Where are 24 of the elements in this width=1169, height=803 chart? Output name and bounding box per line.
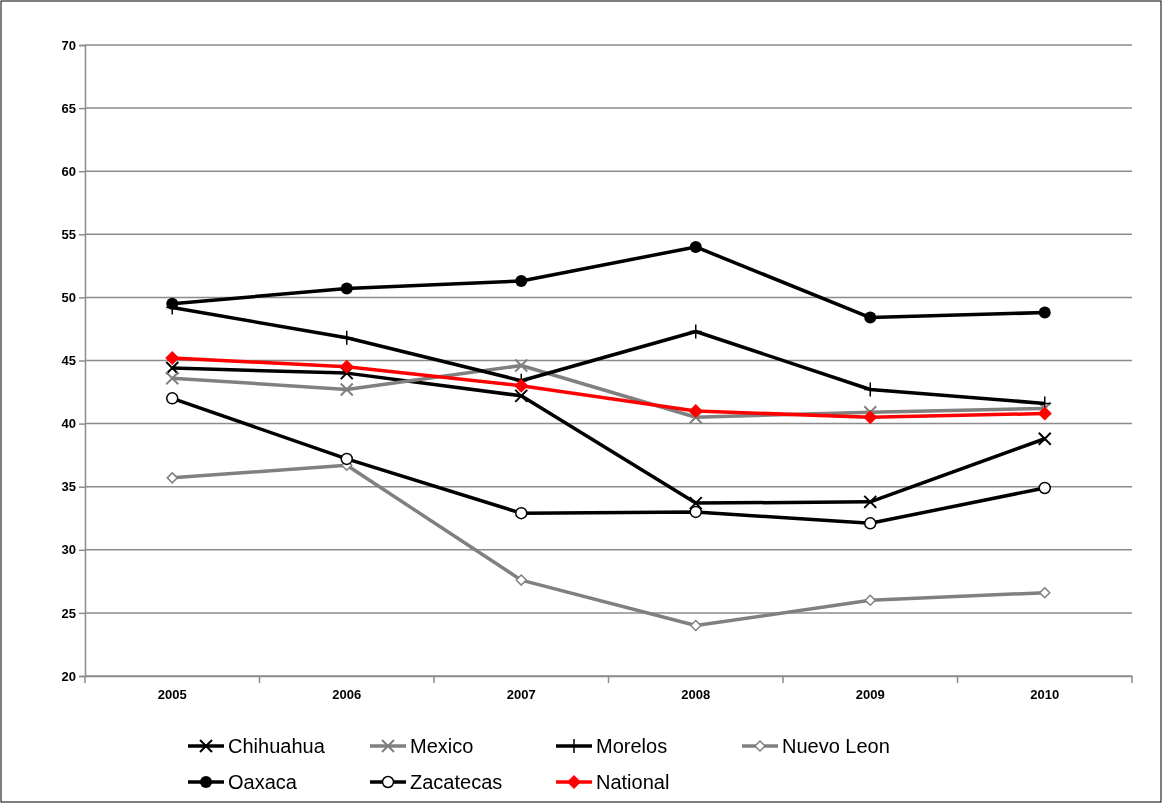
x-tick-label: 2006	[332, 687, 362, 703]
y-tick-label: 65	[61, 100, 76, 116]
legend-label: Chihuahua	[228, 735, 326, 757]
y-tick-label: 40	[61, 416, 76, 432]
y-tick-label: 25	[61, 605, 76, 621]
legend-label: Mexico	[410, 735, 474, 757]
legend-label: National	[596, 771, 670, 793]
y-tick-label: 45	[61, 353, 76, 369]
legend-label: Zacatecas	[410, 771, 503, 793]
y-tick-label: 50	[61, 290, 76, 306]
x-tick-label: 2010	[1030, 687, 1060, 703]
legend-label: Oaxaca	[228, 771, 298, 793]
y-tick-label: 60	[61, 163, 76, 179]
x-tick-label: 2008	[681, 687, 711, 703]
x-tick-label: 2007	[506, 687, 536, 703]
x-tick-label: 2005	[157, 687, 187, 703]
y-tick-label: 55	[61, 226, 76, 242]
x-tick-label: 2009	[855, 687, 885, 703]
legend-label: Nuevo Leon	[782, 735, 890, 757]
y-tick-label: 70	[61, 37, 76, 53]
y-tick-label: 35	[61, 479, 76, 495]
y-tick-label: 30	[61, 542, 76, 558]
legend-label: Morelos	[596, 735, 668, 757]
y-tick-label: 20	[61, 668, 76, 684]
